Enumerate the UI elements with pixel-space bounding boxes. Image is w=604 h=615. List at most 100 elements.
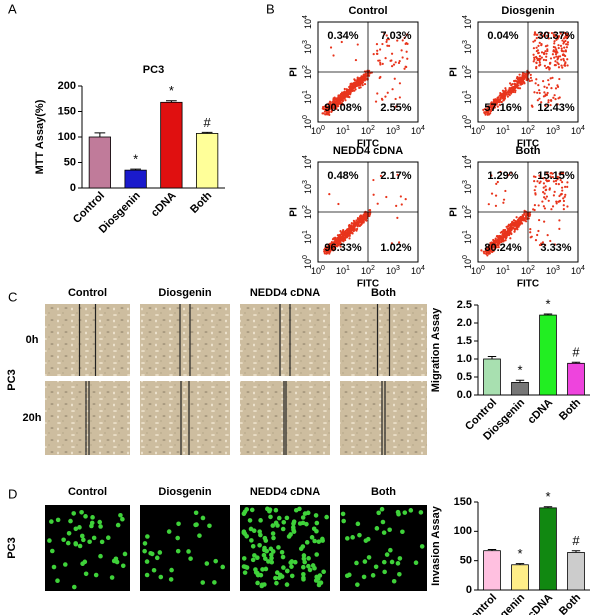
flow-dot [348, 86, 352, 89]
flow-dot [541, 241, 545, 244]
column-label: Both [371, 486, 396, 498]
flow-dot [511, 224, 515, 227]
flow-dot [338, 238, 342, 241]
y-tick-label: 103 [302, 180, 314, 194]
cell [77, 525, 82, 530]
quadrant-value: 15.15% [537, 170, 575, 182]
flow-dot [494, 99, 497, 102]
cell [55, 517, 61, 523]
flow-dot [558, 172, 561, 175]
flow-dot [540, 43, 543, 46]
cell [87, 539, 92, 545]
quadrant-value: 80.24% [484, 242, 522, 254]
flow-dot [537, 84, 540, 87]
tick-base: 10 [411, 126, 421, 136]
flow-dot [329, 46, 333, 49]
flow-dot [327, 111, 331, 114]
y-tick-label: 100 [462, 115, 474, 129]
flow-dot [529, 231, 532, 234]
flow-dot [536, 33, 539, 36]
tick-exponent: 2 [371, 125, 375, 132]
x-axis-label: FITC [517, 139, 539, 150]
y-tick-label: 2.5 [457, 299, 472, 311]
tick-base: 10 [311, 266, 321, 276]
flow-dot [384, 57, 387, 60]
flow-dot [538, 36, 541, 39]
flow-dot [557, 200, 560, 203]
cell [280, 554, 286, 560]
cell [118, 512, 123, 518]
flow-dot [542, 95, 546, 98]
cell [257, 542, 262, 548]
flow-dot [356, 43, 359, 46]
flow-dot [542, 177, 545, 180]
flow-dot [553, 243, 556, 246]
significance-mark: * [545, 296, 550, 311]
flow-dot [544, 185, 547, 188]
x-tick-label: 100 [311, 265, 325, 277]
flow-dot [326, 109, 330, 112]
flow-dot [376, 202, 379, 205]
flow-dot [406, 33, 409, 36]
flow-dot [560, 180, 564, 184]
significance-mark: * [169, 83, 174, 98]
tick-exponent: 2 [371, 265, 375, 272]
bar [195, 133, 219, 189]
flow-dot [372, 178, 375, 182]
flow-dot [336, 245, 339, 248]
flow-dot [540, 101, 543, 104]
tick-base: 10 [463, 44, 473, 54]
error-bar [94, 132, 106, 137]
micrograph [340, 381, 427, 455]
flow-dot [390, 242, 394, 245]
flow-dot [372, 53, 375, 56]
quadrant-value: 1.02% [380, 242, 411, 254]
cell [292, 559, 298, 565]
cell [373, 564, 379, 570]
flow-dot [397, 241, 401, 244]
flow-dot [530, 104, 533, 107]
cell [93, 572, 99, 578]
cell [400, 529, 405, 535]
flow-dot [504, 237, 508, 240]
y-tick-label: 1.0 [457, 353, 472, 365]
quadrant-value: 0.04% [487, 30, 518, 42]
cell [397, 572, 402, 577]
flow-dot [545, 55, 548, 58]
flow-dot [559, 178, 562, 182]
cell [186, 549, 191, 554]
cell [267, 507, 273, 512]
tick-base: 10 [303, 209, 313, 219]
flow-dot [557, 97, 560, 100]
x-tick-label: 104 [571, 125, 585, 137]
flow-dot [518, 78, 521, 81]
flow-dot [552, 96, 555, 99]
flow-dot [513, 91, 517, 94]
flow-dot [543, 207, 547, 210]
cell [151, 567, 157, 573]
y-axis-label: MTT Assay(%) [34, 99, 46, 174]
bar [539, 507, 557, 591]
micrograph [240, 304, 330, 376]
cell [168, 577, 174, 582]
flow-dot [378, 76, 381, 80]
flow-dot [487, 108, 490, 111]
tick-base: 10 [463, 184, 473, 194]
flow-dot [538, 89, 541, 92]
x-tick-label: cDNA [526, 592, 556, 615]
flow-dot [504, 234, 508, 237]
flow-dot [553, 94, 556, 97]
flow-dot [554, 34, 557, 37]
cell [89, 523, 94, 529]
tick-exponent: 4 [421, 265, 425, 272]
cell [306, 556, 311, 561]
flow-dot [513, 222, 516, 225]
cell [354, 560, 359, 566]
flow-dot [547, 199, 550, 202]
flow-dot [483, 252, 486, 255]
flow-dot [361, 84, 364, 87]
tick-exponent: 1 [346, 265, 350, 272]
cell [276, 545, 281, 550]
flow-dot [549, 175, 552, 178]
flow-dot [495, 103, 498, 106]
